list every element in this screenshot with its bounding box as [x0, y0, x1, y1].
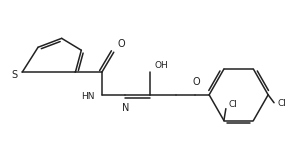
Text: N: N	[122, 103, 129, 113]
Text: OH: OH	[154, 61, 168, 70]
Text: O: O	[192, 77, 200, 87]
Text: Cl: Cl	[278, 99, 287, 108]
Text: Cl: Cl	[229, 100, 238, 109]
Text: HN: HN	[81, 92, 95, 101]
Text: S: S	[11, 70, 17, 80]
Text: O: O	[118, 39, 125, 49]
